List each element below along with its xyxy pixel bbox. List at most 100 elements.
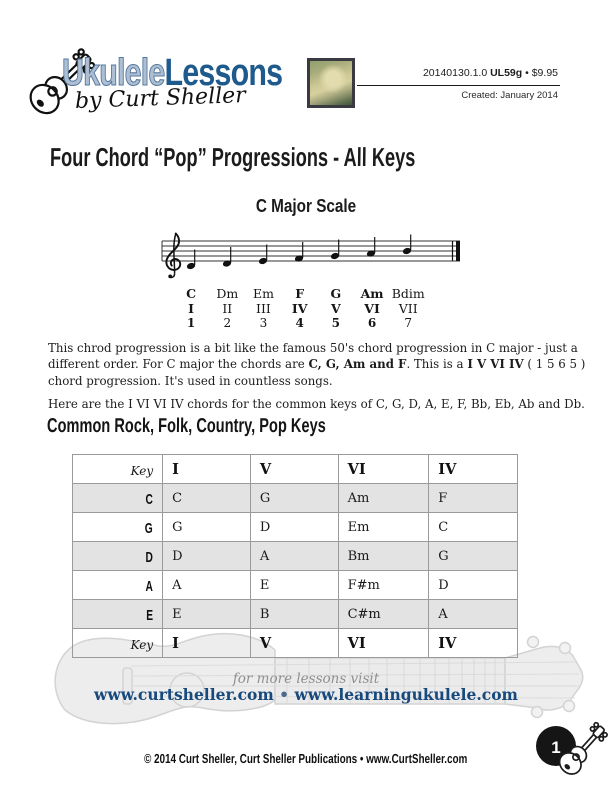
brand-word-lessons: Lessons (164, 52, 284, 94)
roman-numeral-cell: VI (337, 454, 430, 484)
mini-ukulele-icon (558, 721, 608, 775)
brand-byline: by Curt Sheller (74, 83, 247, 114)
links-bullet: • (279, 685, 290, 704)
chord-cell: F (428, 483, 518, 513)
table-row-key-A: A A E F#m D (71, 570, 518, 600)
uke-lower-bout (29, 83, 60, 115)
note-b (402, 234, 412, 255)
chord-cell: F#m (337, 570, 430, 600)
key-letter: G (145, 519, 154, 537)
watermark-soundhole (169, 672, 205, 708)
scale-roman-label: II (222, 301, 233, 316)
scale-roman-label: V (330, 301, 341, 316)
key-column-label: Key (130, 463, 154, 478)
note-a (366, 237, 376, 257)
scale-number-label: 4 (295, 316, 304, 330)
chord-cell: C#m (337, 599, 430, 629)
scale-row-roman: I II III IV V VI VII (150, 301, 426, 316)
scale-chord-label: G (330, 286, 342, 301)
note-g (330, 239, 340, 260)
chord-cell: G (428, 541, 518, 571)
note-f (294, 242, 304, 262)
scale-row-number: 1 2 3 4 5 6 7 (150, 316, 426, 330)
link-curtsheller[interactable]: www.curtsheller.com (94, 685, 274, 704)
version-number: 20140130.1.0 (422, 67, 488, 79)
roman-numeral-cell: I (162, 628, 251, 658)
scale-heading: C Major Scale (255, 196, 357, 216)
author-photo (307, 58, 355, 108)
scale-roman-label: IV (291, 301, 308, 316)
uke-headstock (75, 53, 92, 70)
note-e (258, 244, 268, 265)
key-column-label: Key (130, 637, 154, 652)
copyright-line: © 2014 Curt Sheller, Curt Sheller Public… (144, 751, 468, 766)
table-row-key-D: D D A Bm G (71, 541, 518, 571)
scale-roman-label: I (188, 301, 195, 316)
chord-cell: D (428, 570, 518, 600)
lesson-code: UL59g (490, 67, 523, 79)
scale-number-label: 1 (186, 316, 196, 330)
scale-chord-label: Bdim (391, 286, 425, 301)
scale-row-chord: C Dm Em F G Am Bdim (150, 286, 426, 301)
roman-numeral-cell: I (162, 454, 251, 484)
chord-cell: E (162, 599, 251, 629)
roman-numeral-cell: V (249, 454, 339, 484)
chord-cell: Bm (337, 541, 430, 571)
chord-cell: D (162, 541, 251, 571)
table-footer-row: Key I V VI IV (71, 628, 518, 658)
treble-clef-icon (165, 232, 182, 279)
section-heading: Common Rock, Folk, Country, Pop Keys (46, 415, 326, 437)
scale-chord-label: F (295, 286, 305, 301)
scale-number-label: 5 (331, 316, 341, 330)
chord-cell: C (428, 512, 518, 542)
final-barline-thick (456, 241, 460, 261)
chord-cell: G (162, 512, 251, 542)
keys-table: Key I V VI IV C C G Am F G G D Em C D D A Bm G A A E F#m D E E B C#m… (71, 454, 518, 658)
scale-number-label: 6 (367, 316, 377, 330)
chord-cell: A (249, 541, 339, 571)
paragraph-line: Here are the I VI VI IV chords for the c… (48, 396, 585, 411)
version-bullet: • (525, 67, 529, 79)
footer-links: www.curtsheller.com • www.learningukulel… (0, 685, 612, 704)
scale-roman-label: VII (398, 301, 418, 316)
roman-numeral-cell: IV (428, 628, 518, 658)
paragraph: This chrod progression is a bit like the… (48, 340, 588, 389)
roman-numeral-cell: V (249, 628, 339, 658)
scale-chord-label: Em (252, 286, 274, 301)
note-c (186, 249, 196, 270)
page-title: Four Chord “Pop” Progressions - All Keys (49, 142, 416, 172)
intro-paragraphs: This chrod progression is a bit like the… (48, 340, 588, 419)
link-learningukulele[interactable]: www.learningukulele.com (294, 685, 518, 704)
version-line: 20140130.1.0 UL59g • $9.95 (423, 67, 558, 79)
table-header-row: Key I V VI IV (71, 454, 518, 484)
price: $9.95 (531, 67, 558, 79)
keys-table-body: Key I V VI IV C C G Am F G G D Em C D D A Bm G A A E F#m D E E B C#m… (71, 454, 518, 658)
scale-number-label: 2 (223, 316, 232, 330)
note-d (222, 247, 232, 267)
page-number: 1 (551, 738, 560, 757)
paragraph-line: This chrod progression is a bit like the… (48, 341, 578, 355)
chord-cell: E (249, 570, 339, 600)
page-number-badge: 1 (536, 721, 608, 775)
music-staff (161, 232, 460, 279)
table-row-key-G: G G D Em C (71, 512, 518, 542)
scale-roman-label: III (256, 301, 271, 316)
scale-number-label: 3 (259, 316, 268, 330)
chord-cell: Em (337, 512, 430, 542)
scale-roman-label: VI (364, 301, 380, 316)
chord-cell: B (249, 599, 339, 629)
roman-numeral-cell: IV (428, 454, 518, 484)
paragraph: Here are the I VI VI IV chords for the c… (48, 396, 588, 412)
roman-numeral-cell: VI (337, 628, 430, 658)
scale-chord-label: Am (360, 286, 384, 301)
key-letter: E (146, 606, 154, 624)
paragraph-line: chord progression. It's used in countles… (48, 373, 333, 388)
scale-notes (186, 234, 412, 270)
brand-word-ukulele: Ukulele (62, 52, 166, 94)
uke-soundhole (47, 86, 58, 97)
header-divider (357, 85, 560, 86)
chord-cell: Am (337, 483, 430, 513)
chord-cell: C (162, 483, 251, 513)
chord-cell: D (249, 512, 339, 542)
